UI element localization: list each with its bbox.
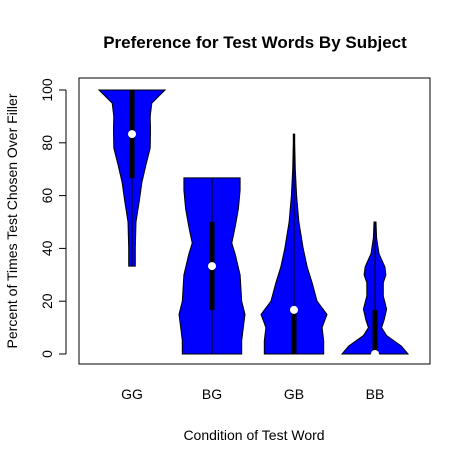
x-tick-label: GB xyxy=(284,386,304,402)
x-tick-label: GG xyxy=(121,386,143,402)
x-axis-label: Condition of Test Word xyxy=(183,427,324,443)
plot-frame xyxy=(78,77,431,365)
x-tick-label: BG xyxy=(202,386,222,402)
violin-median-gb xyxy=(290,305,298,314)
violin-iqr-gb xyxy=(291,309,297,354)
violin-median-bb xyxy=(371,350,379,358)
y-axis-label: Percent of Times Test Chosen Over Filler xyxy=(4,93,20,348)
chart-title: Preference for Test Words By Subject xyxy=(103,33,407,52)
violin-median-gg xyxy=(128,130,136,139)
y-tick-label: 60 xyxy=(39,188,55,204)
y-tick-label: 80 xyxy=(39,135,55,151)
violin-iqr-bb xyxy=(372,309,378,354)
x-tick-label: BB xyxy=(366,386,385,402)
y-tick-label: 100 xyxy=(39,78,55,102)
y-tick-label: 20 xyxy=(39,293,55,309)
violin-median-bg xyxy=(208,262,216,271)
y-tick-label: 0 xyxy=(39,350,55,358)
y-tick-label: 40 xyxy=(39,240,55,256)
